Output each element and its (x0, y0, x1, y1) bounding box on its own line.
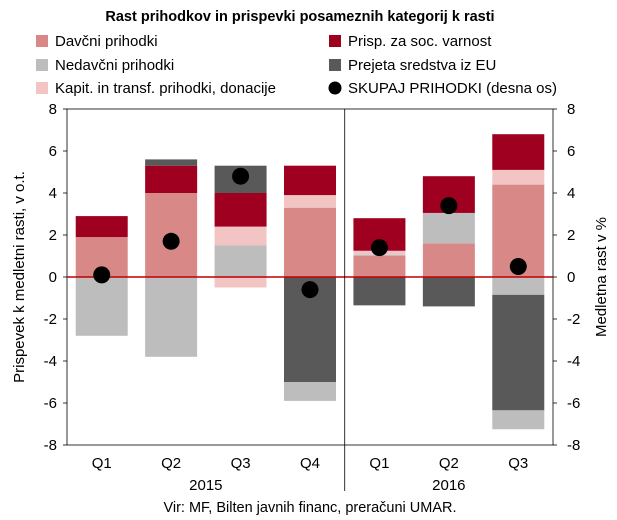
total-marker (232, 167, 250, 185)
x-tick-label: Q2 (161, 455, 181, 472)
plot-area: -8 -8 -6 -6 -4 -4 -2 -2 0 0 2 2 4 4 6 6 8 8 Q1 Q2 Q3 Q4 Q1 Q2 Q3… (44, 101, 581, 494)
y-tick-label: -2 (44, 311, 57, 328)
total-marker (509, 258, 527, 275)
x-tick-label: Q4 (300, 455, 320, 472)
y-tick-label: -4 (44, 353, 57, 370)
y2-tick-label: 6 (567, 143, 575, 160)
total-marker (440, 197, 458, 215)
bar-segment (492, 169, 545, 185)
y2-tick-label: -8 (567, 437, 580, 454)
y2-tick-label: 8 (567, 101, 575, 118)
y-tick-label: 6 (49, 143, 57, 160)
total-marker (301, 281, 319, 299)
legend-marker (329, 35, 341, 47)
legend-label: Prisp. za soc. varnost (348, 33, 492, 50)
y2-tick-label: -4 (567, 353, 580, 370)
bar-segment (492, 410, 545, 430)
legend-marker (36, 35, 48, 47)
legend-label: SKUPAJ PRIHODKI (desna os) (348, 80, 557, 97)
bar-segment (214, 277, 267, 288)
total-marker (370, 239, 388, 257)
y2-tick-label: -2 (567, 311, 580, 328)
source-note: Vir: MF, Bilten javnih financ, preračuni… (163, 500, 456, 516)
bar-segment (284, 382, 336, 401)
x-tick-label: Q3 (508, 455, 528, 472)
legend-marker (36, 59, 48, 71)
bar-segment (75, 277, 128, 336)
legend-label: Nedavčni prihodki (55, 57, 174, 74)
total-marker (162, 232, 180, 250)
legend-marker (328, 81, 342, 95)
bar-segment (214, 245, 267, 277)
y2-tick-label: 4 (567, 185, 575, 202)
bar-segment (492, 134, 545, 170)
y-tick-label: -8 (44, 437, 57, 454)
bar-segment (75, 216, 128, 238)
year-label: 2015 (189, 477, 222, 494)
total-marker (93, 266, 111, 284)
y2-tick-label: -6 (567, 395, 580, 412)
y-tick-label: 2 (49, 227, 57, 244)
bar-segment (284, 195, 336, 208)
year-label: 2016 (432, 477, 465, 494)
bar-segment (145, 165, 198, 193)
legend-label: Davčni prihodki (55, 33, 158, 50)
bar-segment (492, 294, 545, 411)
bar-segment (353, 277, 406, 306)
bar-segment (145, 159, 198, 166)
chart-title: Rast prihodkov in prispevki posameznih k… (105, 9, 494, 25)
bar-segment (284, 207, 336, 277)
legend-marker (36, 82, 48, 94)
y-tick-label: -6 (44, 395, 57, 412)
x-tick-label: Q3 (231, 455, 251, 472)
bar-segment (145, 277, 198, 357)
bar-segment (492, 277, 545, 295)
y-tick-label: 0 (49, 269, 57, 286)
legend: Davčni prihodki Prisp. za soc. varnost Ned… (36, 33, 557, 97)
y-tick-label: 4 (49, 185, 57, 202)
bar-segment (422, 277, 475, 307)
x-tick-label: Q1 (92, 455, 112, 472)
bar-segment (284, 165, 336, 196)
bar-segment (422, 212, 475, 244)
bar-segment (422, 243, 475, 277)
bar-segment (214, 193, 267, 227)
y2-tick-label: 2 (567, 227, 575, 244)
legend-label: Prejeta sredstva iz EU (348, 57, 496, 74)
y2-axis-label: Medletna rast v % (593, 217, 610, 337)
bar-segment (353, 256, 406, 277)
y2-tick-label: 0 (567, 269, 575, 286)
legend-label: Kapit. in transf. prihodki, donacije (55, 80, 276, 97)
y-tick-label: 8 (49, 101, 57, 118)
legend-marker (329, 59, 341, 71)
y-axis-label: Prispevek k medletni rasti, v o.t. (11, 171, 28, 383)
bar-segment (214, 226, 267, 246)
x-tick-label: Q1 (369, 455, 389, 472)
x-tick-label: Q2 (439, 455, 459, 472)
